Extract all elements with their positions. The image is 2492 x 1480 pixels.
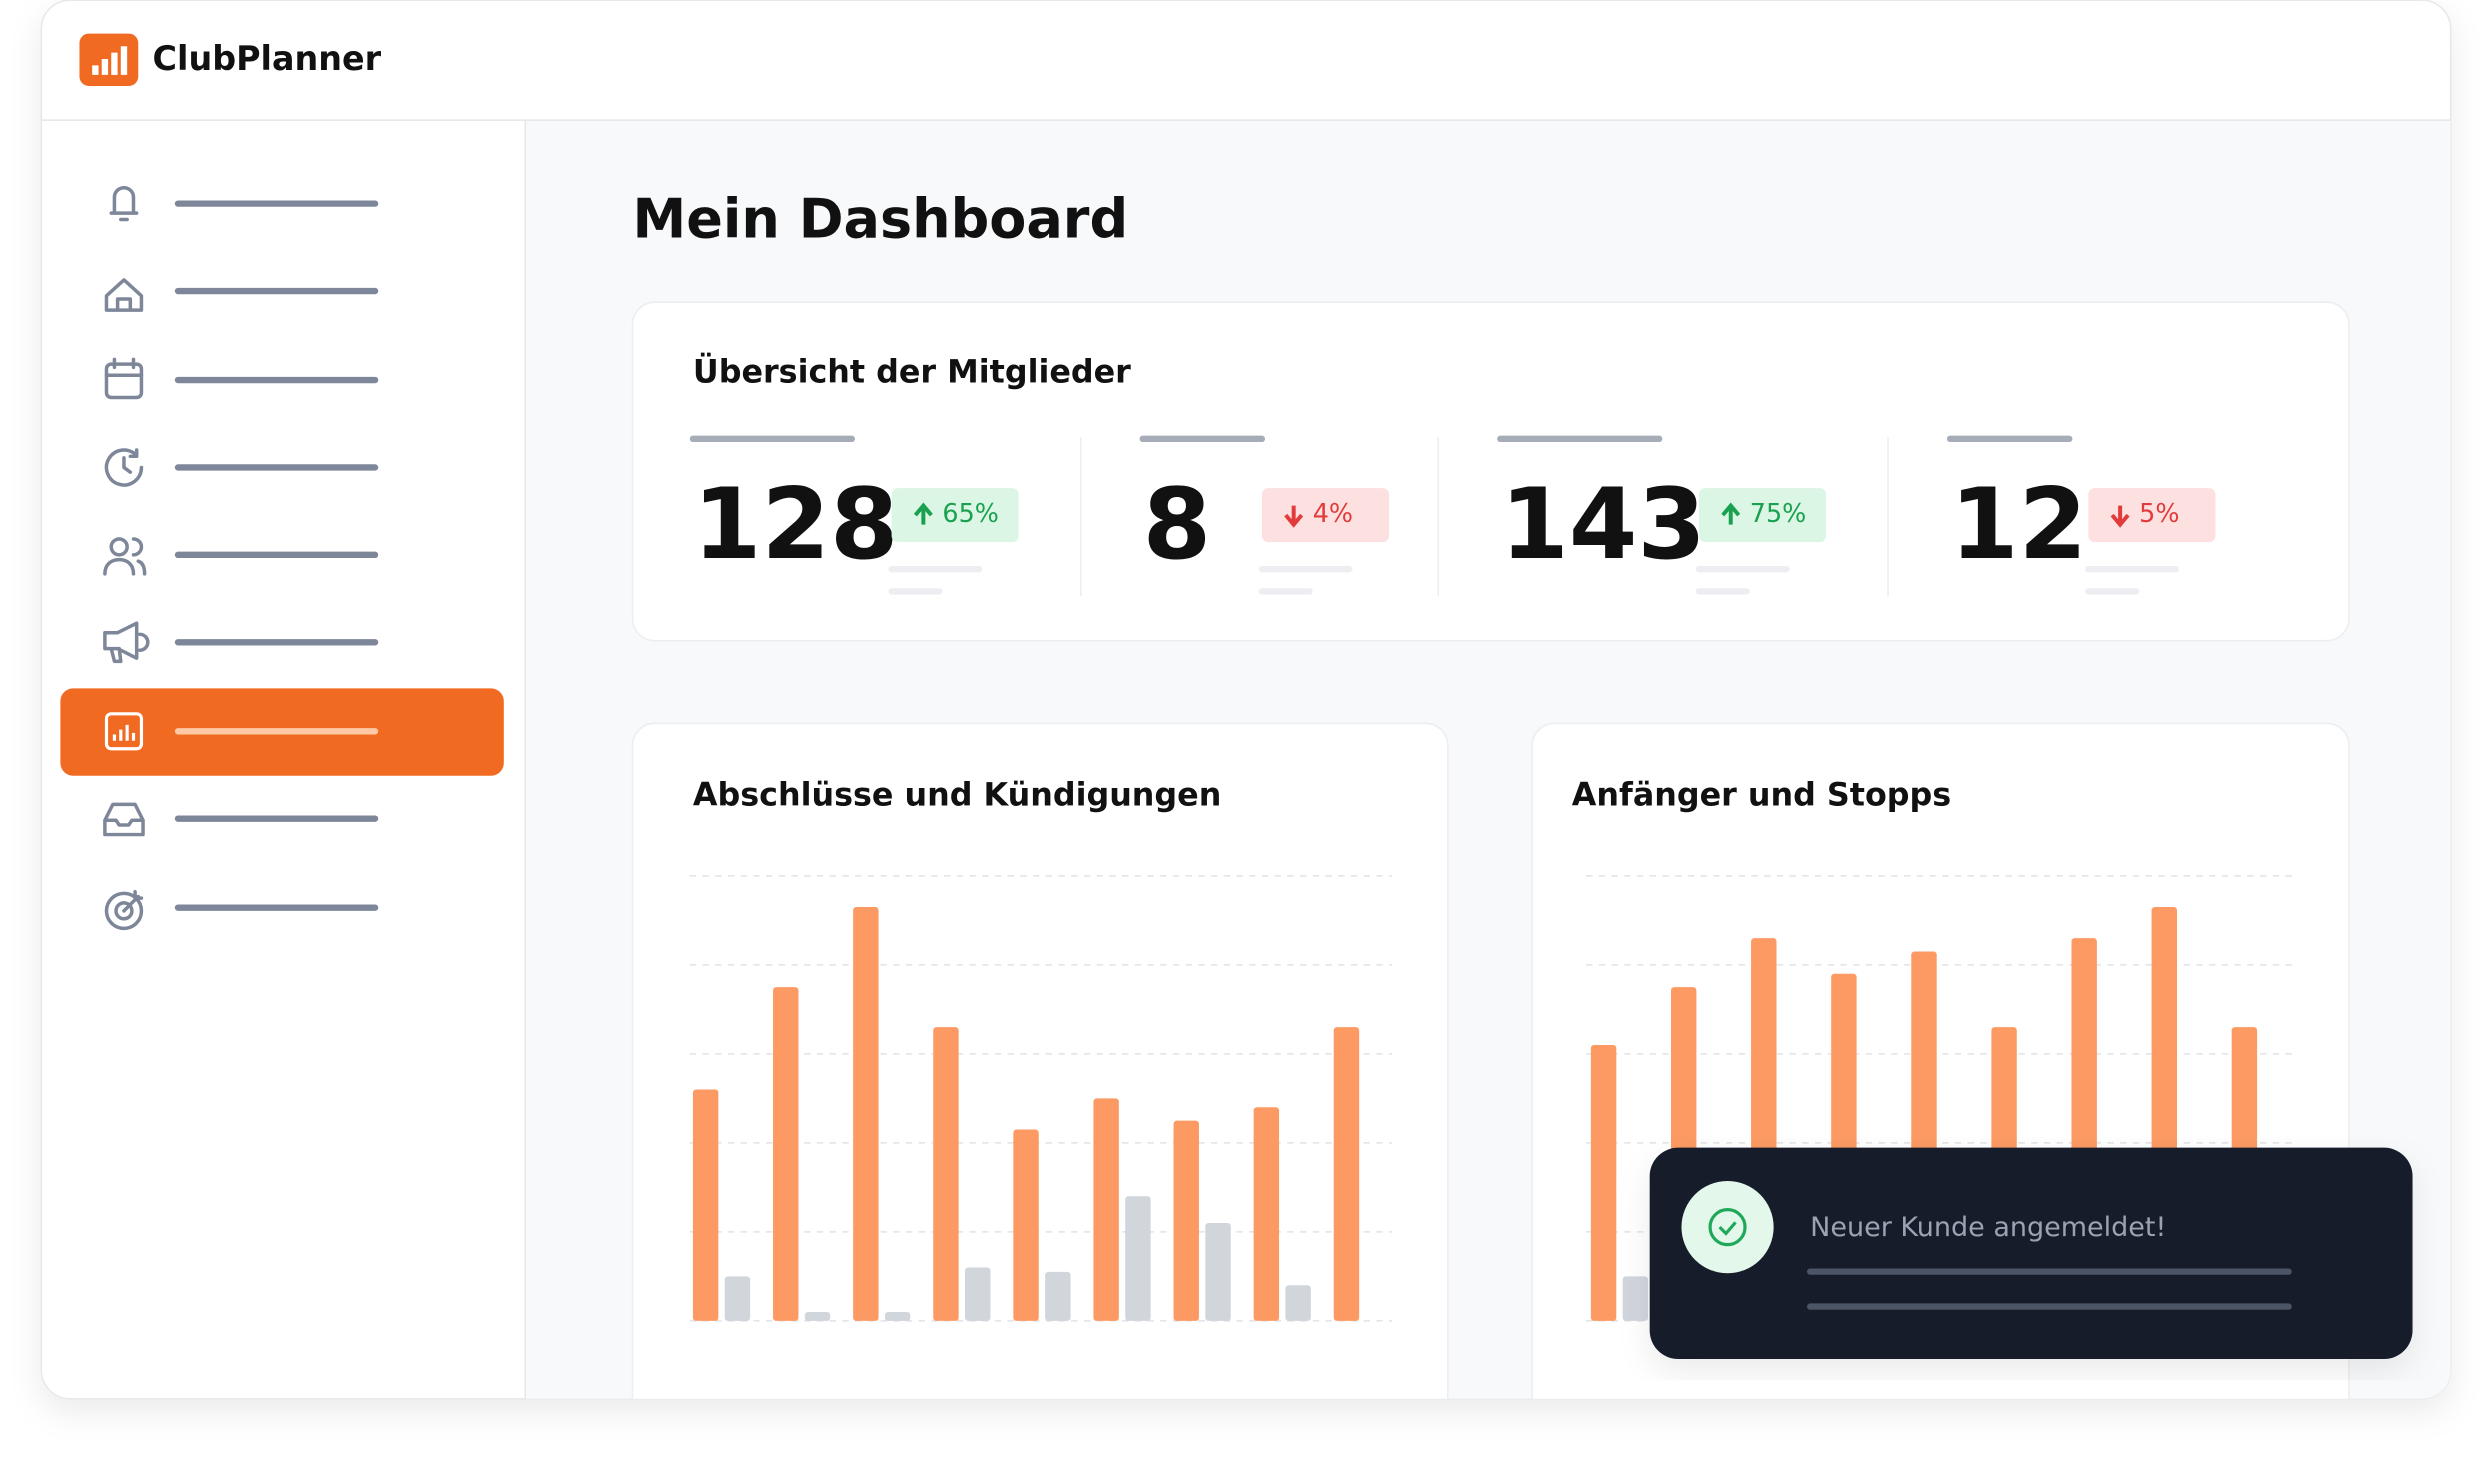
bar — [773, 987, 799, 1321]
stat-number: 12 — [1950, 468, 2087, 582]
bar — [1253, 1107, 1280, 1321]
toast-icon — [1681, 1181, 1774, 1274]
stat-badge — [891, 488, 1019, 543]
stat-badge — [1698, 488, 1827, 543]
bar — [1093, 1098, 1119, 1321]
bar — [1333, 1027, 1360, 1321]
stat-number: 8 — [1143, 468, 1212, 582]
overview-card — [631, 301, 2350, 642]
stat-badge — [2088, 488, 2216, 543]
logo[interactable] — [79, 33, 139, 87]
stat-badge — [1261, 488, 1390, 543]
bar — [1205, 1222, 1231, 1321]
bar — [1622, 1276, 1649, 1321]
bar — [1173, 1120, 1199, 1321]
stat-change: 5% — [2139, 498, 2179, 528]
bar — [1590, 1044, 1617, 1321]
toast-message: Neuer Kunde angemeldet! — [1810, 1212, 2166, 1243]
bar — [692, 1089, 719, 1321]
trend-arrow — [2110, 505, 2130, 528]
trend-arrow — [1284, 505, 1304, 528]
nav[interactable] — [103, 185, 379, 931]
chart-title: Anfänger und Stopps — [1572, 777, 1951, 813]
stat-change: 65% — [942, 498, 998, 528]
trend-arrow — [913, 502, 933, 525]
stat-number: 128 — [693, 468, 899, 582]
bar — [724, 1276, 751, 1321]
bar — [965, 1267, 991, 1321]
bar — [1285, 1285, 1311, 1321]
bar — [1045, 1271, 1071, 1321]
page-title: Mein Dashboard — [633, 187, 1129, 250]
bar — [804, 1311, 831, 1321]
bar — [884, 1311, 911, 1321]
stat-change: 4% — [1313, 498, 1353, 528]
chart-card — [631, 722, 1449, 1399]
bar — [853, 907, 879, 1321]
bar — [1125, 1196, 1151, 1321]
card-title: Übersicht der Mitglieder — [693, 353, 1131, 391]
bar — [933, 1027, 959, 1321]
trend-arrow — [1721, 502, 1741, 525]
brand: ClubPlanner — [153, 39, 382, 78]
chart-title: Abschlüsse und Kündigungen — [693, 777, 1221, 813]
bar — [1013, 1129, 1039, 1321]
stat-number: 143 — [1500, 468, 1706, 582]
stat-change: 75% — [1750, 498, 1806, 528]
